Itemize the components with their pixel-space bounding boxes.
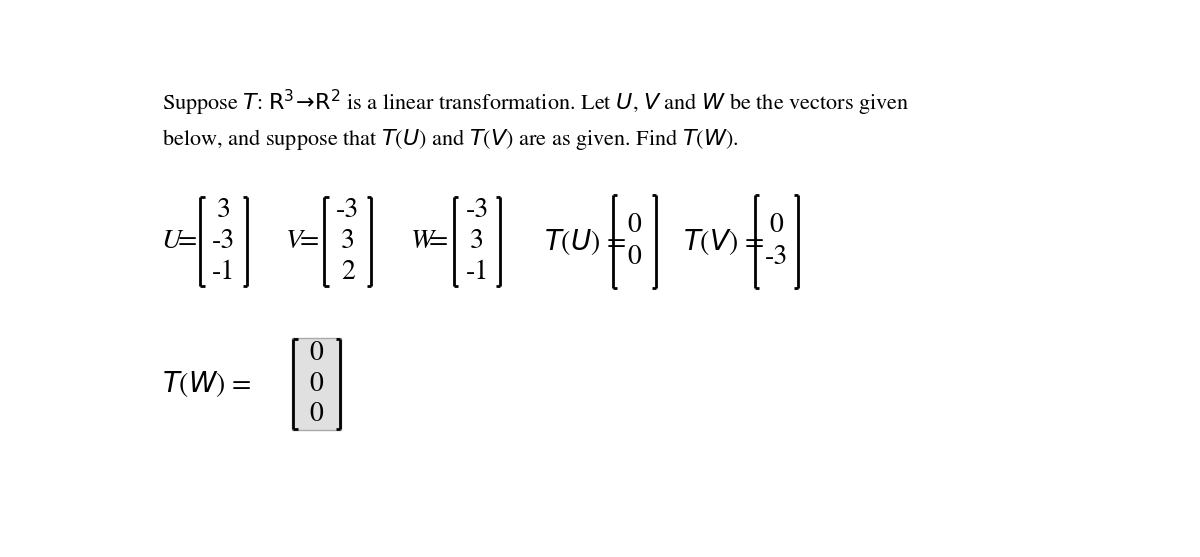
- Text: 0: 0: [310, 402, 324, 427]
- Text: U: U: [162, 229, 181, 254]
- Text: 3: 3: [217, 198, 230, 223]
- Text: $\mathit{T}$($\mathit{V}$) =: $\mathit{T}$($\mathit{V}$) =: [683, 227, 764, 257]
- Text: 0: 0: [310, 372, 324, 397]
- Text: -1: -1: [466, 260, 488, 285]
- Text: 0: 0: [769, 213, 784, 238]
- Text: =: =: [178, 229, 197, 254]
- Text: 2: 2: [341, 260, 354, 285]
- Text: W: W: [409, 229, 433, 254]
- Text: 0: 0: [628, 213, 641, 238]
- FancyBboxPatch shape: [292, 338, 342, 430]
- Text: 3: 3: [341, 229, 354, 254]
- Text: =: =: [299, 229, 318, 254]
- Text: 3: 3: [470, 229, 484, 254]
- Text: Suppose $\mathit{T}$: $\mathrm{R}^3$$\!\rightarrow\!$$\mathrm{R}^2$ is a linear : Suppose $\mathit{T}$: $\mathrm{R}^3$$\!\…: [162, 88, 910, 118]
- Text: below, and suppose that $\mathit{T}$($\mathit{U}$) and $\mathit{T}$($\mathit{V}$: below, and suppose that $\mathit{T}$($\m…: [162, 128, 738, 153]
- Text: $\mathit{T}$($\mathit{U}$) =: $\mathit{T}$($\mathit{U}$) =: [544, 227, 626, 257]
- Text: 0: 0: [310, 341, 324, 366]
- Text: -3: -3: [764, 245, 788, 270]
- Text: -1: -1: [212, 260, 235, 285]
- Text: -3: -3: [212, 229, 235, 254]
- Text: $\mathit{T}$($\mathit{W}$) =: $\mathit{T}$($\mathit{W}$) =: [162, 369, 251, 399]
- Text: -3: -3: [466, 198, 488, 223]
- Text: =: =: [428, 229, 448, 254]
- Text: V: V: [286, 229, 302, 254]
- Text: 0: 0: [628, 245, 641, 270]
- Text: -3: -3: [336, 198, 359, 223]
